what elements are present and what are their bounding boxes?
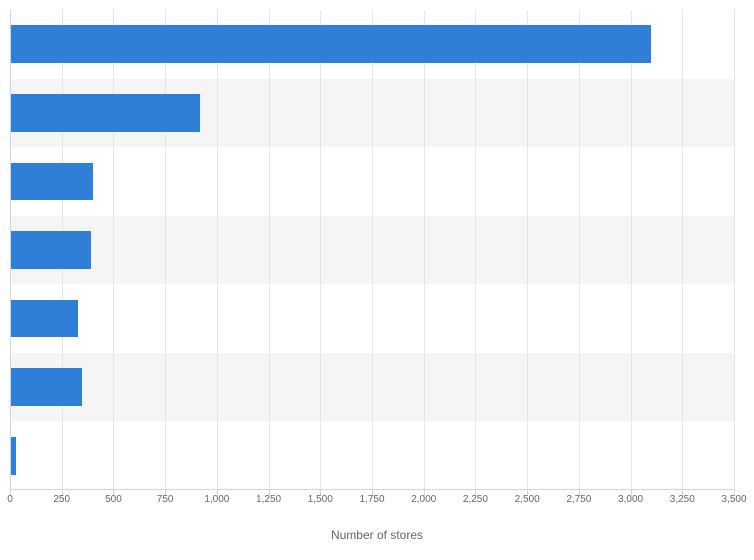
gridline (424, 10, 425, 490)
bar (10, 300, 78, 338)
x-tick-label: 3,000 (618, 494, 643, 505)
gridline (579, 10, 580, 490)
plot-area (10, 10, 734, 490)
x-tick-label: 3,500 (721, 494, 746, 505)
x-tick-label: 1,000 (204, 494, 229, 505)
x-tick-label: 250 (53, 494, 70, 505)
bar (10, 231, 91, 269)
x-tick-label: 2,500 (515, 494, 540, 505)
gridline (320, 10, 321, 490)
x-tick-label: 0 (7, 494, 13, 505)
gridline (269, 10, 270, 490)
x-axis-label: Number of stores (0, 528, 754, 542)
bar (10, 25, 651, 63)
x-tick-label: 1,250 (256, 494, 281, 505)
gridline (527, 10, 528, 490)
x-axis: 0 250 500 750 1,000 1,250 1,500 1,750 2,000 2,250… (10, 490, 734, 510)
bar (10, 368, 82, 406)
x-tick-label: 500 (105, 494, 122, 505)
x-tick-label: 3,250 (670, 494, 695, 505)
gridline (734, 10, 735, 490)
x-tick-label: 1,500 (308, 494, 333, 505)
x-tick-label: 2,250 (463, 494, 488, 505)
x-tick-label: 1,750 (359, 494, 384, 505)
gridline (475, 10, 476, 490)
gridline (217, 10, 218, 490)
gridline (631, 10, 632, 490)
bar (10, 94, 200, 132)
gridline (372, 10, 373, 490)
bar-chart: 0 250 500 750 1,000 1,250 1,500 1,750 2,000 2,250… (0, 0, 754, 560)
gridline (165, 10, 166, 490)
gridline (113, 10, 114, 490)
x-tick-label: 750 (157, 494, 174, 505)
x-tick-label: 2,000 (411, 494, 436, 505)
bar (10, 163, 93, 201)
y-axis-line (10, 10, 11, 490)
gridline (682, 10, 683, 490)
x-tick-label: 2,750 (566, 494, 591, 505)
